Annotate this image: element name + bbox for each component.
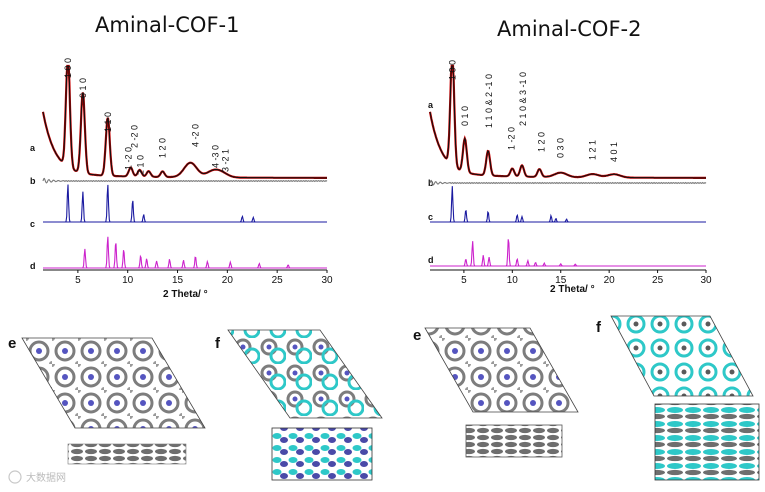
series-a-fit-line xyxy=(428,64,706,179)
stacking-side-view xyxy=(465,424,563,458)
structure-panel-e-cof1: e xyxy=(8,335,206,465)
watermark-text: 大数据网 xyxy=(26,471,66,484)
series-b xyxy=(429,179,707,186)
series-b xyxy=(42,177,328,184)
series-c xyxy=(430,186,706,223)
peak-annotation: 1 2 1 xyxy=(588,140,598,160)
x-tick-label: 5 xyxy=(75,275,81,286)
framework-top-view xyxy=(424,327,579,413)
peak-annotation: 2 1 0 xyxy=(136,155,146,175)
framework-top-view xyxy=(610,315,754,397)
x-tick-label: 25 xyxy=(652,275,664,286)
peak-annotation: 4 -3 0 xyxy=(210,145,220,168)
peak-annotation: 1 2 0 xyxy=(536,132,546,152)
peak-annotation: 0 3 0 xyxy=(556,138,566,158)
stacking-side-view xyxy=(67,443,187,465)
x-tick-label: 30 xyxy=(700,275,712,286)
peak-annotation: 1 0 0 xyxy=(447,60,457,80)
series-a xyxy=(41,64,327,179)
peak-annotation: 1 2 0 xyxy=(158,138,168,158)
panel-label: e xyxy=(413,327,421,344)
peak-annotation: 1 -2 0 xyxy=(506,127,516,150)
series-label-d: d xyxy=(428,255,434,265)
series-label-c: c xyxy=(428,212,433,222)
peak-annotation: 1 1 0 xyxy=(103,112,113,132)
x-tick-label: 5 xyxy=(461,275,467,286)
x-tick-label: 10 xyxy=(122,275,134,286)
series-label-c: c xyxy=(30,219,35,229)
peak-annotation: 4 0 1 xyxy=(609,142,619,162)
stacking-side-view xyxy=(654,403,760,481)
series-label-a: a xyxy=(30,143,36,153)
watermark: 大数据网 xyxy=(8,470,66,484)
x-tick-label: 15 xyxy=(172,275,184,286)
series-d xyxy=(43,236,327,269)
series-d-line xyxy=(430,239,706,267)
x-axis-label: 2 Theta/ ° xyxy=(163,289,208,300)
framework-top-view xyxy=(21,337,206,429)
series-d-line xyxy=(43,236,327,269)
x-tick-label: 15 xyxy=(555,275,567,286)
panel-label: e xyxy=(8,335,16,352)
x-tick-label: 30 xyxy=(321,275,333,286)
series-b-line xyxy=(429,179,707,186)
series-b-line xyxy=(42,177,328,184)
panel-label: f xyxy=(215,335,221,352)
watermark-logo-icon xyxy=(8,470,22,484)
framework-top-view xyxy=(227,329,383,419)
panel-label: f xyxy=(596,319,602,336)
series-label-a: a xyxy=(428,100,434,110)
chart-aminal-cof-1: Aminal-COF-1 a b c d 5 10 15 20 25 30 1 0 0 0 1 0… xyxy=(30,13,333,300)
series-c xyxy=(43,184,327,223)
peak-annotation: 1 -2 0 xyxy=(124,147,134,170)
x-tick-label: 25 xyxy=(272,275,284,286)
series-a-expt-line xyxy=(42,65,327,179)
peak-annotation: 3 -2 1 xyxy=(220,149,230,172)
series-label-b: b xyxy=(428,178,434,188)
structure-panel-f-cof1: f xyxy=(215,329,383,481)
structure-panel-e-cof2: e xyxy=(413,327,579,458)
peak-annotation: 2 1 0 & 3 -1 0 xyxy=(518,72,528,126)
series-a-expt-line xyxy=(429,65,706,179)
peak-annotation: 1 1 0 & 2 -1 0 xyxy=(484,74,494,128)
peak-annotation: 2 -2 0 xyxy=(130,125,140,148)
structure-panel-f-cof2: f xyxy=(596,315,760,481)
x-axis-label: 2 Theta/ ° xyxy=(550,284,595,295)
stacking-side-view xyxy=(271,427,373,481)
peak-annotation: 4 -2 0 xyxy=(190,124,200,147)
x-tick-label: 10 xyxy=(507,275,519,286)
peak-annotation: 0 1 0 xyxy=(460,106,470,126)
series-d xyxy=(430,239,706,267)
series-c-line xyxy=(43,184,327,223)
series-c-line xyxy=(430,186,706,223)
x-tick-label: 20 xyxy=(604,275,616,286)
peak-annotation: 1 0 0 xyxy=(63,58,73,78)
chart-aminal-cof-2: Aminal-COF-2 a b c d 5 10 15 20 25 30 1 0 0 0 1 0… xyxy=(428,17,712,295)
series-label-d: d xyxy=(30,261,36,271)
series-a xyxy=(428,64,706,179)
chart-title: Aminal-COF-2 xyxy=(497,17,641,41)
chart-title: Aminal-COF-1 xyxy=(95,13,239,37)
x-tick-label: 20 xyxy=(222,275,234,286)
peak-annotation: 0 1 0 xyxy=(78,78,88,98)
series-label-b: b xyxy=(30,176,36,186)
